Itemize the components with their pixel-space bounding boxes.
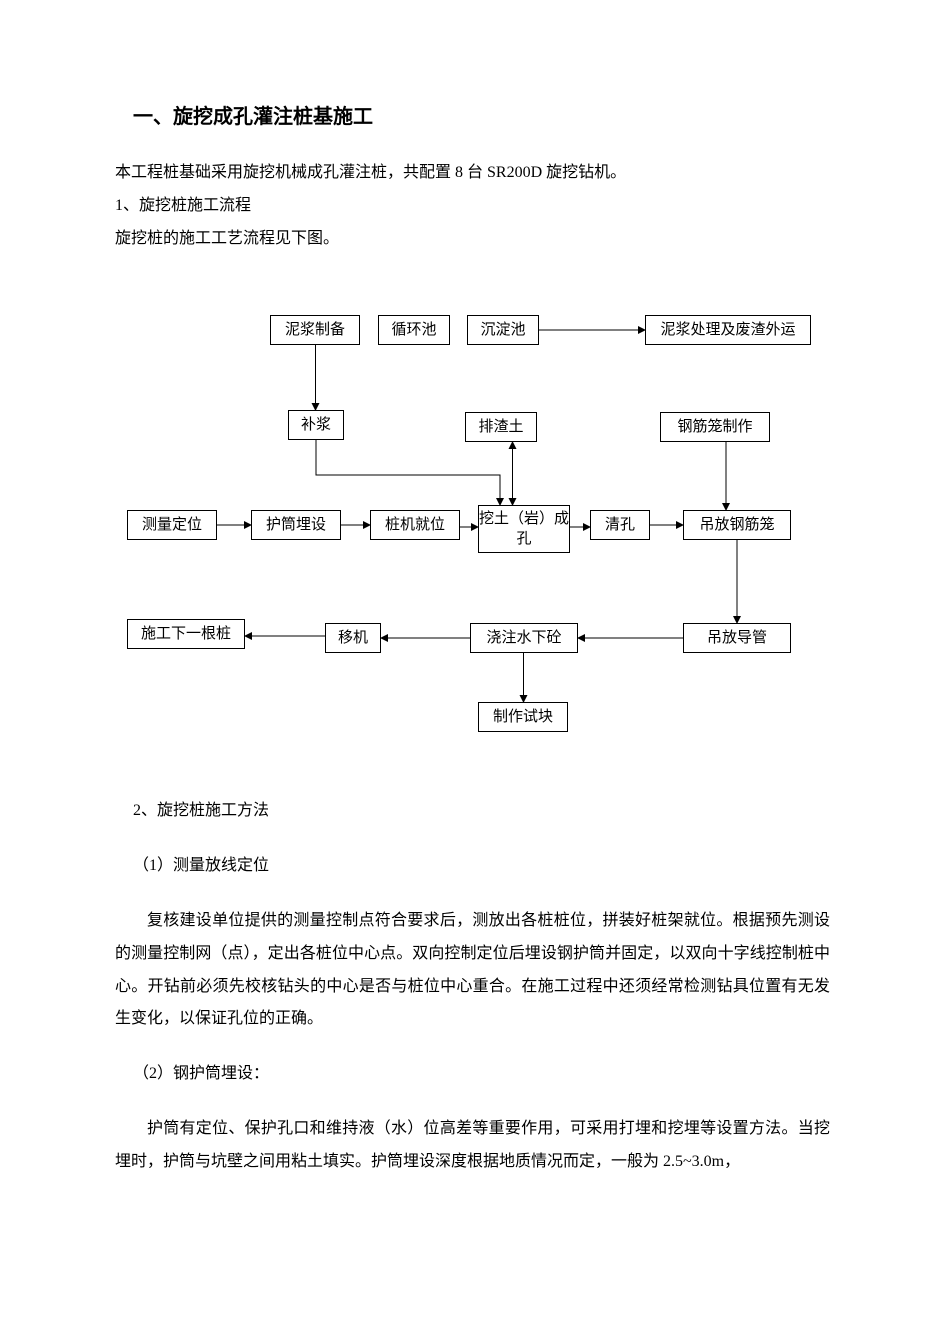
flow-node-n1: 泥浆制备	[270, 315, 360, 345]
flow-node-n9: 护筒埋设	[251, 510, 341, 540]
sub1-body: 复核建设单位提供的测量控制点符合要求后，测放出各桩桩位，拼装好桩架就位。根据预先…	[115, 905, 830, 1036]
flow-node-n17: 吊放导管	[683, 623, 791, 653]
flowchart-arrows	[115, 315, 835, 765]
flow-node-n16: 浇注水下砼	[470, 623, 578, 653]
flow-node-n2: 循环池	[378, 315, 450, 345]
flow-node-n10: 桩机就位	[370, 510, 460, 540]
flow-node-n11: 挖土（岩）成孔	[478, 505, 570, 553]
sec2-label: 2、旋挖桩施工方法	[133, 795, 830, 828]
sub2-body: 护筒有定位、保护孔口和维持液（水）位高差等重要作用，可采用打埋和挖埋等设置方法。…	[115, 1113, 830, 1179]
flow-node-n15: 移机	[325, 623, 381, 653]
flow-node-n18: 制作试块	[478, 702, 568, 732]
flow-node-n6: 排渣土	[465, 412, 537, 442]
flow-node-n12: 清孔	[590, 510, 650, 540]
sub2-label: （2）钢护筒埋设：	[133, 1058, 830, 1091]
intro-paragraph: 本工程桩基础采用旋挖机械成孔灌注桩，共配置 8 台 SR200D 旋挖钻机。	[115, 157, 830, 190]
sub1-label: （1）测量放线定位	[133, 850, 830, 883]
flow-node-n5: 补浆	[288, 410, 344, 440]
flow-node-n3: 沉淀池	[467, 315, 539, 345]
sec1-label: 1、旋挖桩施工流程	[115, 190, 830, 223]
sec1-line: 旋挖桩的施工工艺流程见下图。	[115, 223, 830, 256]
flow-node-n8: 测量定位	[127, 510, 217, 540]
section-heading: 一、旋挖成孔灌注桩基施工	[133, 100, 830, 129]
flow-node-n7: 钢筋笼制作	[660, 412, 770, 442]
flow-node-n14: 施工下一根桩	[127, 619, 245, 649]
flow-node-n4: 泥浆处理及废渣外运	[645, 315, 811, 345]
flow-edge	[316, 440, 500, 505]
flow-node-n13: 吊放钢筋笼	[683, 510, 791, 540]
flowchart: 泥浆制备循环池沉淀池 泥浆处理及废渣外运补浆 排渣土 钢筋笼制作测量定位 护筒埋设桩机就…	[115, 315, 835, 765]
